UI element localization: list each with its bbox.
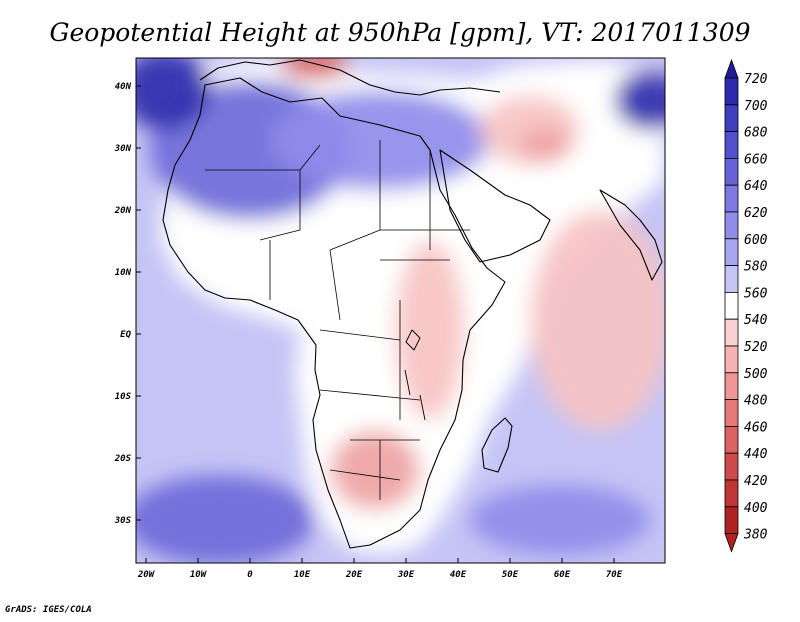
colorbar-bottom-arrow <box>724 533 739 553</box>
southern-africa-warm-blob <box>330 430 420 510</box>
colorbar-swatch <box>724 211 739 240</box>
colorbar-label: 520 <box>744 340 768 355</box>
x-tick-label: 20W <box>137 570 156 580</box>
east-africa-warm-blob <box>395 240 465 420</box>
y-tick-label: 30S <box>114 516 132 526</box>
colorbar-label: 560 <box>744 286 768 301</box>
y-tick-label: EQ <box>120 330 131 340</box>
colorbar-swatch <box>724 104 739 133</box>
plot-frame <box>135 57 666 564</box>
y-tick-label: 30N <box>114 144 132 154</box>
x-tick-label: 10W <box>190 570 208 580</box>
colorbar-label: 580 <box>744 260 768 275</box>
indian-ocean-warm-blob <box>530 210 665 430</box>
colorbar-label: 440 <box>744 447 768 462</box>
colorbar-swatch <box>724 131 739 159</box>
x-tick-label: 40E <box>450 570 467 580</box>
colorbar-label: 480 <box>744 394 768 409</box>
coastlines <box>162 59 663 549</box>
colorbar-label: 600 <box>744 233 768 248</box>
colorbar-swatch <box>724 345 739 374</box>
iran-warm-blob <box>520 127 570 163</box>
x-tick-label: 20E <box>345 570 363 580</box>
y-tick-label: 40N <box>115 82 132 92</box>
colorbar-swatch <box>724 506 739 534</box>
europe-coastline <box>199 59 501 96</box>
colorbar-label: 620 <box>744 206 768 221</box>
colorbar-label: 680 <box>744 126 768 141</box>
colorbar-label: 380 <box>743 528 768 543</box>
colorbar-label: 400 <box>744 501 768 516</box>
x-tick-label: 50E <box>502 570 519 580</box>
colorbar-label: 700 <box>744 99 768 114</box>
y-tick-label: 10S <box>115 392 132 402</box>
colorbar-swatch <box>724 77 739 106</box>
x-tick-label: 0 <box>247 570 253 580</box>
madagascar-coastline <box>481 417 513 473</box>
colorbar-label: 460 <box>744 420 768 435</box>
colorbar-label: 420 <box>744 474 768 489</box>
colorbar-swatch <box>724 479 739 508</box>
lakes <box>404 329 426 421</box>
country-borders <box>205 140 470 500</box>
y-tick-label: 10N <box>115 268 132 278</box>
colorbar-swatch <box>724 157 739 186</box>
colorbar-label: 660 <box>744 152 768 167</box>
colorbar-swatch <box>724 399 739 427</box>
y-tick-label: 20N <box>114 206 132 216</box>
colorbar-label: 640 <box>744 179 768 194</box>
x-tick-label: 10E <box>294 570 311 580</box>
colorbar-swatch <box>724 184 739 213</box>
colorbar-swatch <box>724 425 739 454</box>
x-tick-label: 70E <box>606 570 623 580</box>
south-indian-high-blob <box>470 485 650 555</box>
colorbar-swatch <box>724 265 739 293</box>
africa-coastline <box>162 77 506 549</box>
y-axis: 40N 30N 20N 10N EQ 10S 20S 30S <box>114 82 141 526</box>
colorbar-swatch <box>724 291 739 320</box>
x-tick-label: 60E <box>554 570 571 580</box>
figure-title: Geopotential Height at 950hPa [gpm], VT:… <box>49 18 750 47</box>
x-axis: 20W 10W 0 10E 20E 30E 40E 50E 60E 70E <box>137 558 623 580</box>
plot-area <box>136 58 665 563</box>
y-tick-label: 20S <box>114 454 132 464</box>
colorbar-swatch <box>724 452 739 481</box>
south-atlantic-high-blob <box>136 475 315 563</box>
grads-credit: GrADS: IGES/COLA <box>5 605 92 615</box>
europe-hot-spot <box>280 58 350 79</box>
colorbar: 720 700 680 660 640 620 600 580 560 540 520 500 480 4… <box>724 58 768 553</box>
himalaya-high-blob <box>615 70 665 130</box>
india-coastline <box>599 189 663 281</box>
colorbar-swatch <box>724 372 739 400</box>
colorbar-label: 540 <box>744 313 768 328</box>
colorbar-label: 720 <box>744 72 768 87</box>
x-tick-label: 30E <box>397 570 415 580</box>
atlantic-high-blob <box>136 58 210 130</box>
colorbar-label: 500 <box>744 367 768 382</box>
colorbar-top-arrow <box>724 58 739 79</box>
colorbar-swatch <box>724 238 739 267</box>
colorbar-swatch <box>724 318 739 347</box>
